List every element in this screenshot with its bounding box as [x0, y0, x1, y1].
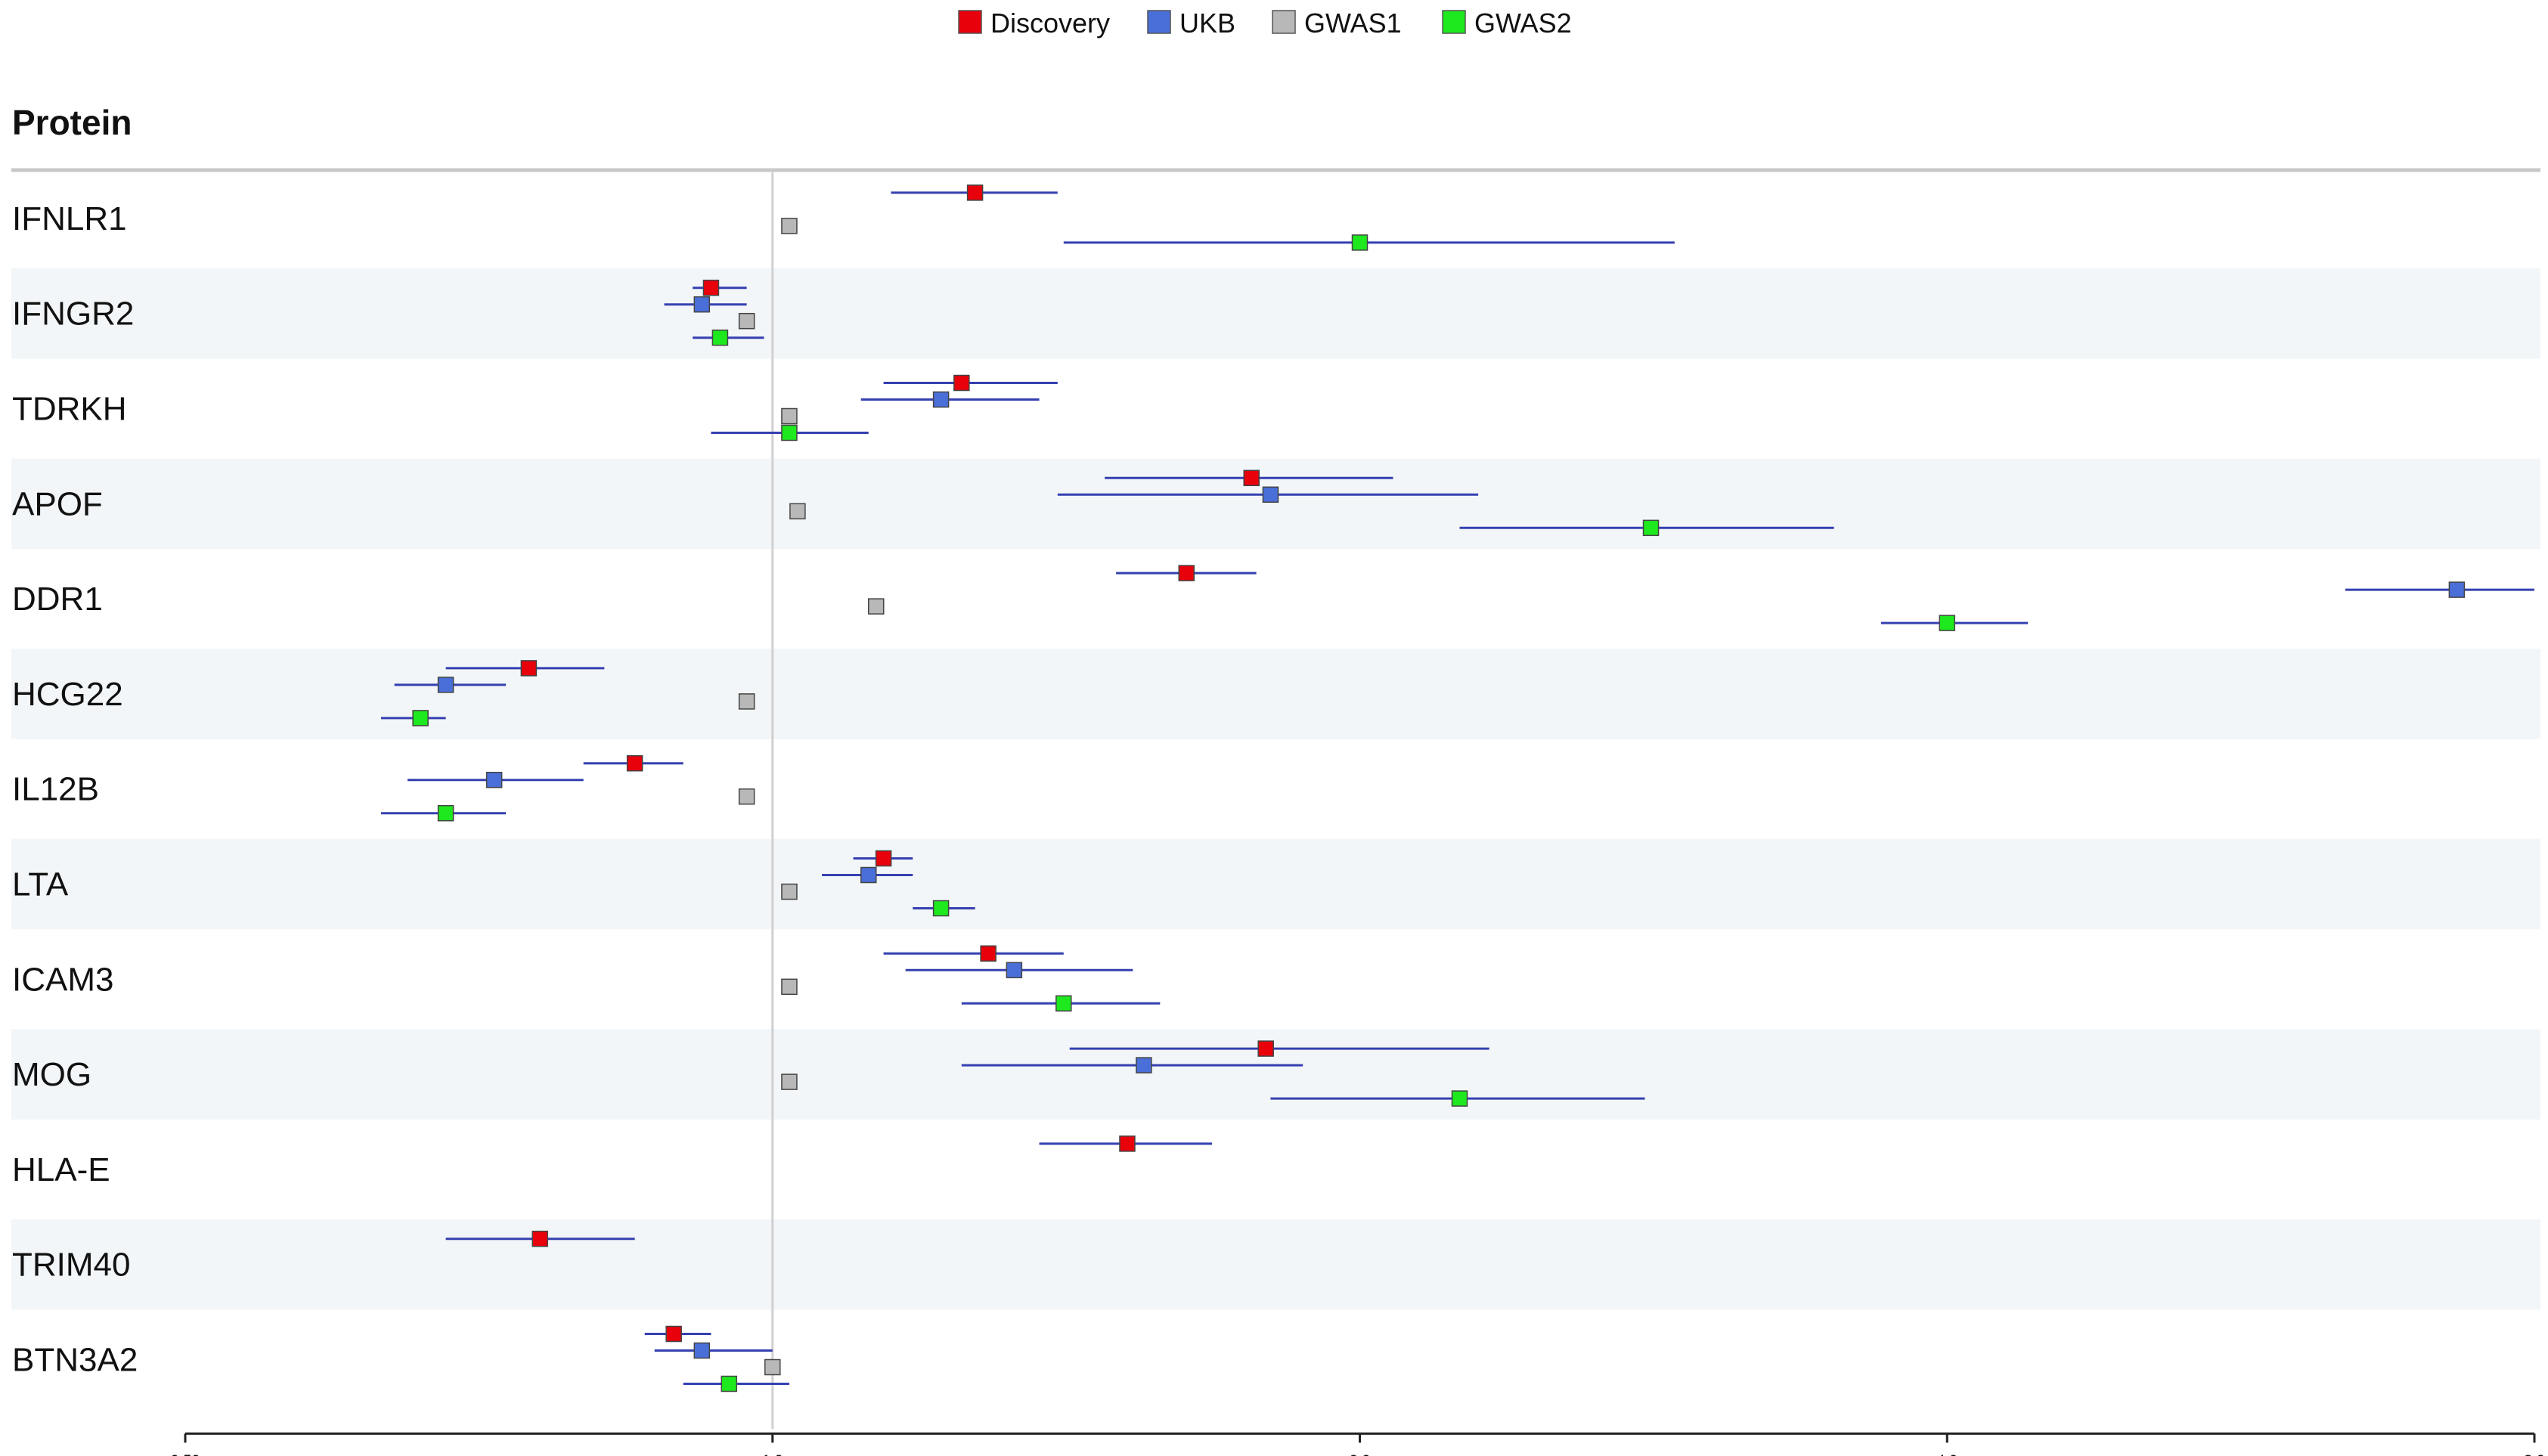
x-tick-label: 0.50 [171, 1452, 200, 1456]
point-icam3-gwas2 [1055, 995, 1072, 1012]
protein-label-ifnlr1: IFNLR1 [12, 200, 127, 237]
protein-label-trim40: TRIM40 [12, 1247, 130, 1284]
protein-label-hla-e: HLA-E [12, 1151, 110, 1188]
point-apof-discovery [1243, 469, 1260, 487]
protein-label-il12b: IL12B [12, 771, 99, 808]
point-apof-gwas1 [789, 503, 806, 520]
point-mog-ukb [1136, 1057, 1152, 1073]
point-icam3-ukb [1006, 962, 1023, 979]
row-band-trim40 [11, 1219, 2540, 1310]
legend-label-gwas1: GWAS1 [1304, 8, 1402, 39]
point-icam3-discovery [980, 945, 997, 962]
x-tick-label: 4.0 [1936, 1452, 1957, 1456]
x-axis: 0.50 1.0 2.0 4.0 8.0 [171, 1432, 2545, 1456]
point-btn3a2-gwas1 [764, 1358, 781, 1376]
point-hcg22-ukb [437, 677, 454, 693]
row-bands [11, 268, 2540, 1310]
x-tick-label: 8.0 [2524, 1452, 2545, 1456]
protein-label-tdrkh: TDRKH [12, 391, 127, 428]
point-mog-discovery [1257, 1040, 1274, 1057]
point-il12b-gwas1 [738, 788, 755, 805]
legend-swatch-gwas1 [1272, 10, 1296, 34]
point-tdrkh-discovery [953, 374, 970, 392]
point-ifnlr1-gwas2 [1351, 234, 1369, 251]
point-ddr1-gwas2 [1939, 615, 1955, 631]
point-lta-discovery [875, 850, 892, 867]
point-btn3a2-discovery [665, 1325, 682, 1343]
point-ifnlr1-discovery [966, 184, 984, 201]
point-mog-gwas2 [1451, 1090, 1468, 1107]
point-lta-ukb [860, 866, 877, 884]
point-mog-gwas1 [781, 1073, 798, 1090]
point-lta-gwas2 [932, 900, 950, 917]
protein-label-hcg22: HCG22 [12, 676, 123, 713]
point-ifnlr1-gwas1 [781, 218, 798, 234]
point-hla-e-discovery [1119, 1135, 1136, 1152]
point-ifngr2-ukb [693, 296, 711, 313]
point-tdrkh-gwas2 [781, 424, 798, 441]
row-band-lta [11, 838, 2540, 930]
point-ifngr2-gwas1 [738, 312, 755, 330]
point-apof-ukb [1262, 486, 1279, 503]
x-tick-label: 2.0 [1350, 1452, 1371, 1456]
point-ddr1-discovery [1178, 565, 1195, 581]
legend-label-ukb: UKB [1179, 8, 1235, 39]
point-hcg22-gwas1 [738, 693, 755, 710]
confidence-intervals [380, 191, 2534, 1385]
point-il12b-ukb [485, 771, 503, 788]
point-icam3-gwas1 [781, 978, 798, 996]
protein-label-icam3: ICAM3 [12, 961, 113, 998]
protein-label-btn3a2: BTN3A2 [12, 1342, 138, 1379]
legend-swatch-discovery [958, 10, 982, 34]
point-ddr1-gwas1 [867, 598, 885, 615]
point-lta-gwas1 [781, 883, 798, 900]
protein-label-mog: MOG [12, 1056, 91, 1093]
point-ddr1-ukb [2448, 581, 2466, 598]
legend-label-gwas2: GWAS2 [1474, 8, 1572, 39]
point-ifngr2-discovery [702, 279, 720, 296]
point-estimates [412, 184, 2466, 1392]
legend: Discovery UKB GWAS1 GWAS2 [958, 8, 1572, 39]
point-tdrkh-ukb [932, 391, 950, 408]
point-ifngr2-gwas2 [711, 329, 729, 346]
legend-swatch-gwas2 [1442, 10, 1466, 34]
x-tick-label: 1.0 [762, 1452, 783, 1456]
row-band-apof [11, 458, 2540, 550]
row-band-hcg22 [11, 649, 2540, 739]
point-tdrkh-gwas1 [781, 407, 798, 425]
point-btn3a2-ukb [693, 1342, 711, 1359]
column-header: Protein [12, 103, 132, 142]
row-band-ifngr2 [11, 268, 2540, 359]
protein-labels: IFNLR1 IFNGR2 TDRKH APOF DDR1 HCG22 IL12B LTA IC… [12, 200, 138, 1379]
point-hcg22-discovery [520, 660, 538, 677]
point-il12b-discovery [626, 754, 643, 772]
legend-swatch-ukb [1147, 10, 1171, 34]
row-band-mog [11, 1029, 2540, 1120]
protein-label-ddr1: DDR1 [12, 581, 103, 618]
point-il12b-gwas2 [437, 804, 454, 822]
legend-label-discovery: Discovery [990, 8, 1110, 39]
protein-label-ifngr2: IFNGR2 [12, 296, 134, 333]
point-trim40-discovery [532, 1230, 548, 1247]
point-hcg22-gwas2 [412, 710, 429, 726]
point-btn3a2-gwas2 [721, 1375, 738, 1392]
protein-label-apof: APOF [12, 485, 103, 522]
point-apof-gwas2 [1642, 519, 1660, 537]
protein-label-lta: LTA [12, 866, 69, 903]
